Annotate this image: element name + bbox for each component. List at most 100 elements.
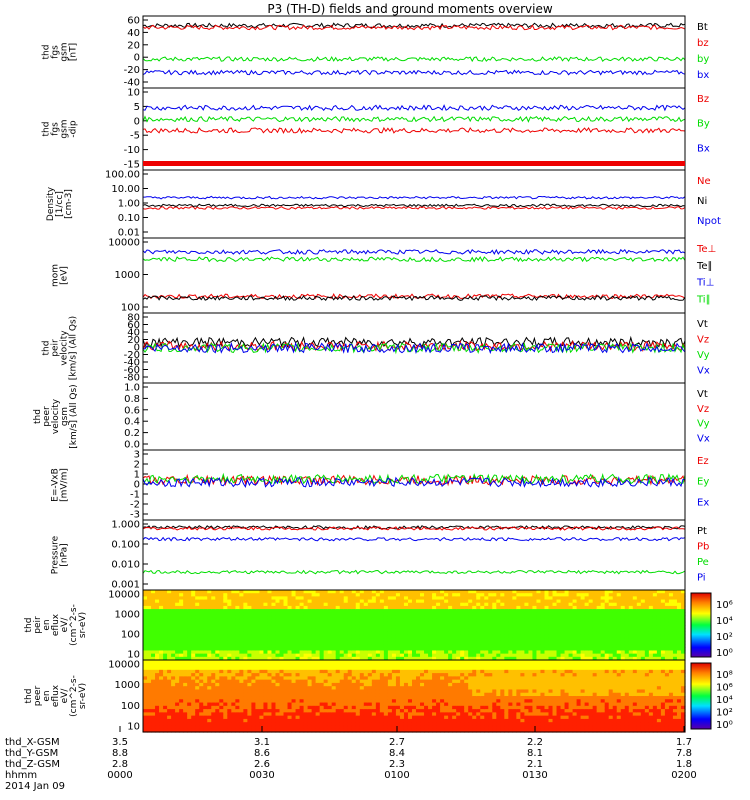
- heatmap-cell: [359, 692, 365, 697]
- heatmap-cell: [331, 682, 337, 687]
- heatmap-cell: [227, 705, 232, 710]
- y-tick-label: 0.100: [111, 540, 140, 551]
- heatmap-cell: [363, 660, 369, 664]
- heatmap-cell: [584, 618, 590, 623]
- heatmap-cell: [379, 612, 385, 617]
- heatmap-cell: [387, 709, 393, 713]
- heatmap-cell: [644, 612, 650, 617]
- heatmap-cell: [159, 599, 164, 604]
- heatmap-cell: [640, 656, 646, 661]
- heatmap-cell: [411, 590, 417, 594]
- heatmap-cell: [407, 663, 413, 668]
- heatmap-cell: [556, 618, 562, 623]
- y-axis-label: [cm-3]: [64, 189, 74, 219]
- heatmap-cell: [203, 725, 208, 730]
- heatmap-cell: [596, 605, 602, 610]
- heatmap-cell: [143, 640, 148, 645]
- heatmap-cell: [175, 634, 180, 639]
- heatmap-cell: [520, 653, 526, 658]
- heatmap-cell: [367, 699, 373, 704]
- heatmap-cell: [255, 653, 261, 658]
- heatmap-cell: [151, 689, 156, 694]
- heatmap-cell: [379, 722, 385, 727]
- heatmap-cell: [291, 709, 297, 713]
- heatmap-cell: [464, 679, 469, 684]
- heatmap-cell: [411, 640, 417, 645]
- heatmap-cell: [640, 599, 646, 604]
- heatmap-cell: [315, 722, 321, 727]
- heatmap-cell: [343, 650, 349, 655]
- heatmap-cell: [512, 590, 517, 594]
- heatmap-cell: [540, 615, 546, 620]
- heatmap-cell: [399, 728, 405, 733]
- heatmap-cell: [343, 673, 349, 677]
- heatmap-cell: [199, 686, 204, 691]
- heatmap-cell: [243, 640, 248, 645]
- heatmap-cell: [275, 660, 281, 664]
- heatmap-cell: [195, 596, 200, 601]
- heatmap-cell: [223, 682, 228, 687]
- heatmap-cell: [572, 634, 578, 639]
- heatmap-cell: [147, 612, 152, 617]
- heatmap-cell: [291, 686, 297, 691]
- heatmap-cell: [391, 628, 397, 632]
- heatmap-cell: [407, 628, 413, 632]
- heatmap-cell: [267, 650, 273, 655]
- heatmap-cell: [295, 615, 301, 620]
- heatmap-cell: [416, 663, 421, 668]
- heatmap-cell: [375, 692, 381, 697]
- heatmap-cell: [167, 728, 172, 733]
- heatmap-cell: [560, 628, 566, 632]
- heatmap-cell: [411, 621, 417, 626]
- heatmap-cell: [387, 593, 393, 597]
- heatmap-cell: [287, 709, 293, 713]
- heatmap-cell: [319, 602, 325, 607]
- heatmap-cell: [219, 663, 224, 668]
- heatmap-cell: [307, 653, 313, 658]
- heatmap-cell: [588, 628, 594, 632]
- y-axis-label: gsm: [60, 42, 70, 61]
- heatmap-cell: [291, 653, 297, 658]
- heatmap-cell: [311, 637, 317, 642]
- heatmap-cell: [299, 621, 305, 626]
- legend-Pb: Pb: [697, 542, 709, 553]
- heatmap-cell: [291, 705, 297, 710]
- heatmap-cell: [468, 696, 473, 700]
- heatmap-cell: [299, 590, 305, 594]
- heatmap-cell: [383, 663, 389, 668]
- heatmap-cell: [243, 725, 248, 730]
- heatmap-cell: [488, 634, 493, 639]
- heatmap-cell: [167, 640, 172, 645]
- heatmap-cell: [183, 689, 188, 694]
- heatmap-cell: [612, 602, 618, 607]
- heatmap-cell: [448, 640, 453, 645]
- heatmap-cell: [379, 631, 385, 636]
- heatmap-cell: [568, 653, 574, 658]
- heatmap-cell: [375, 712, 381, 717]
- heatmap-cell: [375, 669, 381, 674]
- heatmap-cell: [327, 609, 333, 613]
- heatmap-cell: [275, 682, 281, 687]
- heatmap-cell: [628, 602, 634, 607]
- heatmap-cell: [299, 722, 305, 727]
- heatmap-cell: [584, 612, 590, 617]
- heatmap-cell: [275, 712, 281, 717]
- heatmap-cell: [355, 705, 361, 710]
- heatmap-cell: [480, 596, 485, 601]
- heatmap-cell: [355, 609, 361, 613]
- heatmap-cell: [448, 653, 453, 658]
- heatmap-cell: [399, 599, 405, 604]
- heatmap-cell: [335, 644, 341, 648]
- heatmap-cell: [239, 590, 244, 594]
- heatmap-cell: [359, 699, 365, 704]
- heatmap-cell: [536, 602, 542, 607]
- heatmap-cell: [339, 725, 345, 730]
- heatmap-cell: [616, 653, 622, 658]
- heatmap-cell: [279, 679, 285, 684]
- heatmap-cell: [612, 653, 618, 658]
- heatmap-cell: [339, 599, 345, 604]
- heatmap-cell: [219, 612, 224, 617]
- heatmap-cell: [596, 644, 602, 648]
- heatmap-cell: [440, 644, 445, 648]
